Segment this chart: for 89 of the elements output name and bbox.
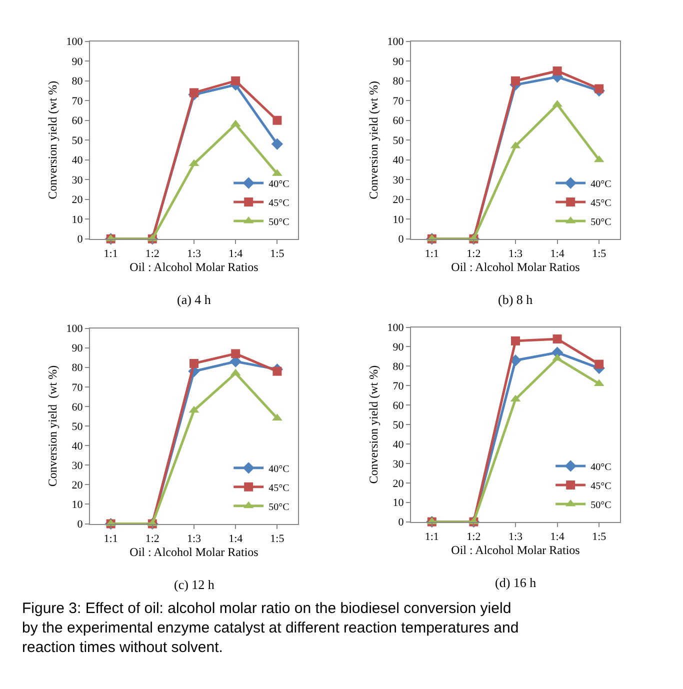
text: (a) 4 h <box>177 292 212 307</box>
y-tick-label: 80 <box>392 361 404 374</box>
y-tick-label: 70 <box>72 95 84 108</box>
text: (b) 8 h <box>498 292 534 307</box>
legend-label: 40°C <box>590 178 612 190</box>
x-tick-label: 1:1 <box>424 531 439 544</box>
y-tick-label: 90 <box>72 56 84 68</box>
x-tick-label: 1:4 <box>550 531 565 544</box>
y-tick-label: 20 <box>392 194 404 206</box>
y-tick-label: 50 <box>392 134 404 147</box>
y-tick-label: 100 <box>387 322 404 334</box>
text: (c) 12 h <box>174 577 215 592</box>
y-tick-label: 100 <box>66 36 84 48</box>
y-tick-label: 90 <box>392 342 404 354</box>
x-axis-title: Oil : Alcohol Molar Ratios <box>451 543 580 558</box>
caption: Figure 3: Effect of oil: alcohol molar ratio on the biodiesel conversion yield by the experimental enzyme catalyst at different reaction temperatures and reaction times without solvent. <box>22 600 519 656</box>
x-tick-label: 1:3 <box>508 531 524 544</box>
x-tick-label: 1:4 <box>228 533 244 546</box>
y-tick-label: 60 <box>392 400 404 412</box>
legend-label: 50°C <box>268 502 290 513</box>
x-tick-label: 1:4 <box>550 248 565 260</box>
x-tick-label: 1:4 <box>228 248 244 260</box>
x-tick-label: 1:1 <box>104 533 118 546</box>
legend-label: 40°C <box>590 462 612 473</box>
y-tick-label: 10 <box>392 214 404 226</box>
legend-label: 45°C <box>590 480 612 492</box>
x-tick-label: 1:1 <box>424 248 439 260</box>
y-tick-label: 0 <box>77 234 84 246</box>
x-tick-label: 1:1 <box>104 248 118 260</box>
y-tick-label: 70 <box>392 95 404 108</box>
y-tick-label: 40 <box>72 440 84 452</box>
y-tick-label: 100 <box>66 323 84 336</box>
x-tick-label: 1:5 <box>592 248 607 260</box>
x-tick-label: 1:2 <box>466 531 481 544</box>
legend-label: 40°C <box>268 464 290 475</box>
y-tick-label: 10 <box>392 497 404 510</box>
y-tick-label: 60 <box>72 401 84 414</box>
y-tick-label: 90 <box>72 342 84 355</box>
y-tick-label: 20 <box>72 194 84 206</box>
x-tick-label: 1:3 <box>186 533 202 546</box>
x-tick-label: 1:3 <box>186 248 202 260</box>
x-tick-label: 1:5 <box>592 531 607 544</box>
x-axis-title: Oil : Alcohol Molar Ratios <box>451 260 580 274</box>
x-tick-label: 1:2 <box>145 248 160 260</box>
y-tick-label: 30 <box>392 174 404 186</box>
y-tick-label: 30 <box>392 458 404 470</box>
y-tick-label: 90 <box>392 56 404 68</box>
y-tick-label: 70 <box>72 382 84 394</box>
legend-label: 45°C <box>268 482 290 494</box>
y-tick-label: 80 <box>72 76 84 88</box>
x-tick-label: 1:5 <box>270 248 285 260</box>
y-tick-label: 20 <box>72 480 84 492</box>
y-tick-label: 80 <box>392 76 404 88</box>
y-tick-label: 20 <box>392 478 404 490</box>
y-tick-label: 10 <box>72 499 84 512</box>
x-tick-label: 1:2 <box>466 248 481 260</box>
y-axis-title: Conversion yield (wt %) <box>46 80 60 200</box>
y-tick-label: 50 <box>392 419 404 432</box>
y-tick-label: 50 <box>72 134 84 147</box>
y-tick-label: 50 <box>72 420 84 433</box>
y-tick-label: 40 <box>392 438 404 451</box>
y-tick-label: 60 <box>72 115 84 128</box>
y-tick-label: 80 <box>72 362 84 374</box>
y-tick-label: 0 <box>398 234 404 246</box>
y-tick-label: 0 <box>398 516 404 529</box>
legend-label: 50°C <box>590 500 612 511</box>
legend-label: 40°C <box>268 178 290 190</box>
x-axis-title: Oil : Alcohol Molar Ratios <box>130 545 259 560</box>
y-axis-title: Conversion yield (wt %) <box>366 365 381 484</box>
legend-label: 45°C <box>590 198 612 209</box>
y-tick-label: 30 <box>72 174 84 186</box>
x-tick-label: 1:3 <box>508 248 524 260</box>
y-axis-title: Conversion yield (wt %) <box>366 80 381 200</box>
y-tick-label: 10 <box>72 214 84 226</box>
text: (d) 16 h <box>495 575 537 590</box>
y-axis-title: Conversion yield (wt %) <box>46 365 60 487</box>
y-tick-label: 100 <box>387 36 404 48</box>
y-tick-label: 0 <box>77 518 84 531</box>
y-tick-label: 30 <box>72 460 84 472</box>
y-tick-label: 60 <box>392 115 404 128</box>
y-tick-label: 40 <box>392 154 404 167</box>
x-axis-title: Oil : Alcohol Molar Ratios <box>130 260 259 274</box>
legend-label: 50°C <box>590 216 612 228</box>
y-tick-label: 40 <box>72 154 84 167</box>
x-tick-label: 1:5 <box>270 533 285 546</box>
x-tick-label: 1:2 <box>145 533 160 546</box>
legend-label: 45°C <box>268 198 290 209</box>
y-tick-label: 70 <box>392 380 404 393</box>
legend-label: 50°C <box>268 216 290 228</box>
